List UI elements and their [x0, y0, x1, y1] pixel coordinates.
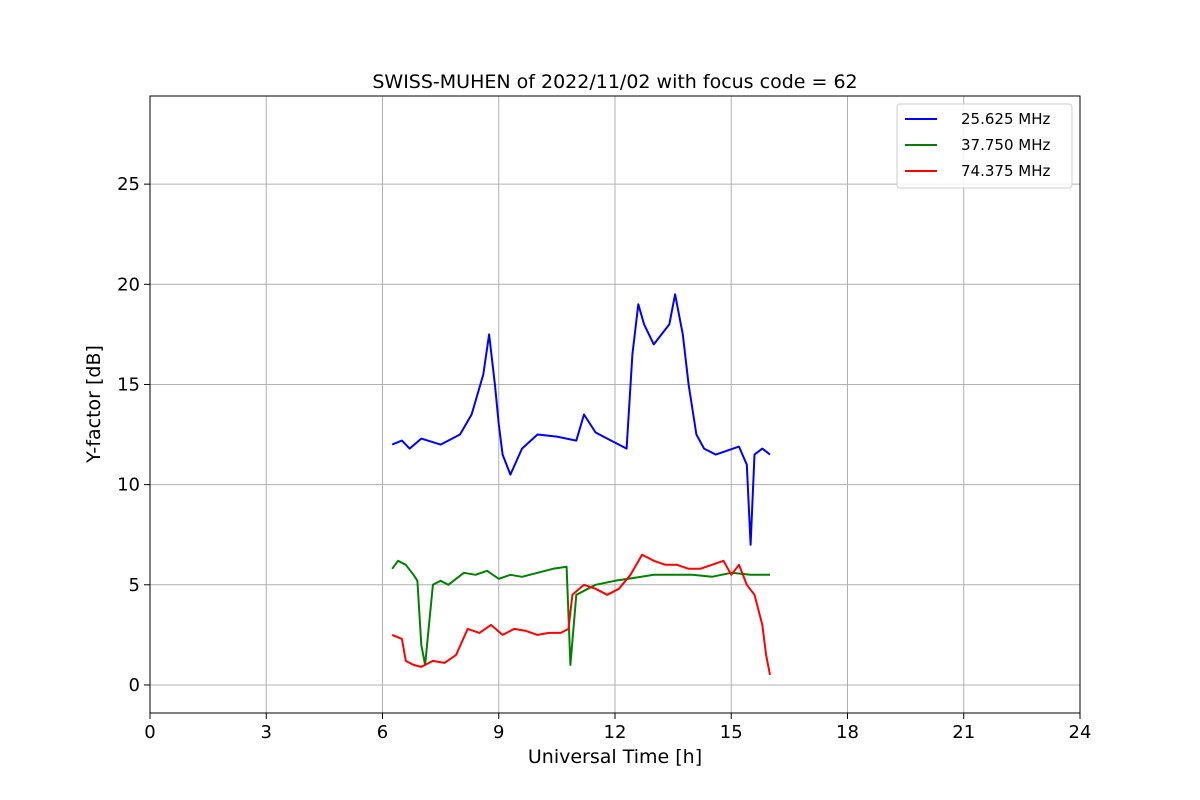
series-line-1: [391, 559, 770, 666]
y-tick-label: 15: [117, 374, 140, 395]
x-tick-label: 15: [720, 722, 743, 743]
legend-label-37750: 37.750 MHz: [961, 136, 1050, 154]
x-axis-label: Universal Time [h]: [528, 746, 702, 768]
y-axis-label: Y-factor [dB]: [83, 345, 105, 464]
x-tick-label: 0: [144, 722, 155, 743]
legend: 25.625 MHz 37.750 MHz 74.375 MHz: [896, 103, 1073, 189]
y-tick-label: 10: [117, 475, 140, 496]
x-tick-label: 3: [261, 722, 272, 743]
series-lines: [391, 293, 771, 676]
x-tick-label: 9: [493, 722, 504, 743]
legend-label-25625: 25.625 MHz: [961, 110, 1050, 128]
legend-label-74375: 74.375 MHz: [961, 162, 1050, 180]
y-tick-label: 5: [129, 575, 140, 596]
y-tick-label: 20: [117, 274, 140, 295]
chart-title: SWISS-MUHEN of 2022/11/02 with focus cod…: [372, 71, 857, 93]
x-tick-label: 12: [604, 722, 627, 743]
y-tick-label: 25: [117, 174, 140, 195]
x-tick-label: 21: [952, 722, 975, 743]
x-tick-label: 6: [377, 722, 388, 743]
x-tick-label: 18: [836, 722, 859, 743]
axis-ticks: 0 3 6 9 12 15 18 21 24 0 5 10 15 20 25: [117, 174, 1091, 743]
legend-box: [896, 103, 1073, 189]
y-tick-label: 0: [129, 675, 140, 696]
series-line-2: [391, 553, 771, 676]
x-tick-label: 24: [1069, 722, 1092, 743]
series-line-0: [391, 293, 771, 546]
